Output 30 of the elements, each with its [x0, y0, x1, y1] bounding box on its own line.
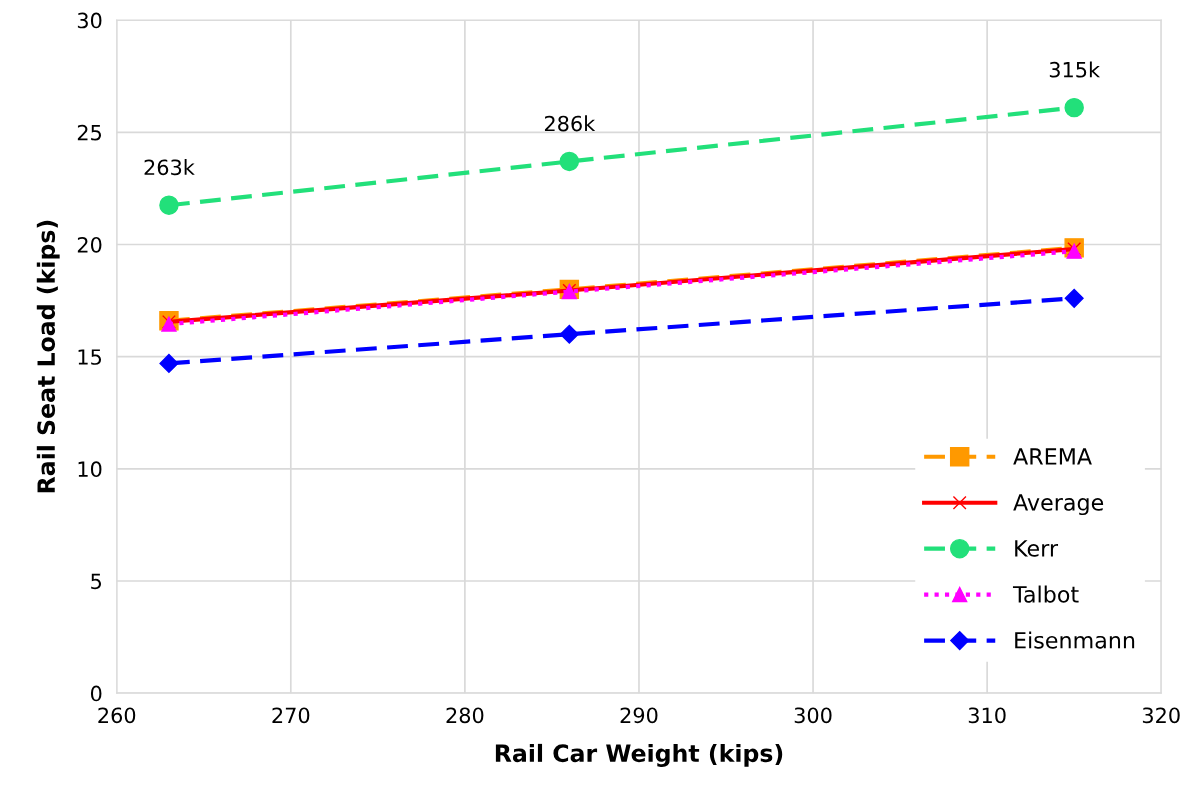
point: [159, 195, 179, 215]
legend-label: Talbot: [1012, 585, 1079, 603]
point: [559, 151, 580, 172]
y-tick-label: 5: [91, 573, 102, 590]
y-tick-label: 15: [78, 349, 102, 365]
annotation: 315k: [1049, 61, 1101, 78]
x-tick-label: 320: [1142, 707, 1180, 724]
x-tick-label: 260: [98, 707, 136, 724]
x-tick-label: 310: [968, 707, 1006, 724]
legend-label: Eisenmann: [1015, 631, 1135, 649]
legend-label: Average: [1013, 494, 1104, 516]
point: [1064, 97, 1084, 118]
y-tick-label: 25: [77, 124, 102, 141]
x-tick-label: 280: [446, 707, 484, 724]
y-axis-title: Rail Seat Load (kips): [36, 220, 60, 493]
y-tick-label: 30: [77, 12, 102, 29]
y-tick-label: 10: [78, 461, 102, 478]
annotation: 263k: [144, 159, 195, 176]
point: [159, 353, 179, 373]
y-tick-label: 20: [77, 236, 102, 253]
legend-label: Kerr: [1015, 540, 1059, 557]
point: [559, 324, 579, 344]
x-tick-label: 300: [794, 707, 832, 724]
point: [1064, 288, 1084, 308]
annotation: 286k: [544, 115, 596, 132]
x-axis-title: Rail Car Weight (kips): [495, 743, 783, 767]
x-tick-label: 290: [620, 707, 658, 724]
x-tick-label: 270: [272, 707, 310, 724]
y-tick-label: 0: [90, 685, 102, 702]
legend-label: AREMA: [1013, 448, 1092, 465]
